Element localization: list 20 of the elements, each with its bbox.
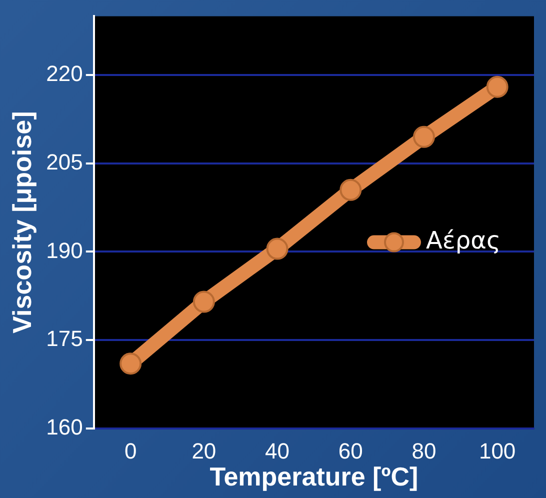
y-tick-label: 160: [46, 414, 83, 440]
point: [340, 178, 362, 201]
point: [192, 290, 215, 313]
point: [486, 76, 508, 98]
x-tick-label: 100: [478, 438, 516, 464]
y-tick-label: 220: [46, 61, 83, 86]
point: [412, 126, 435, 148]
x-tick-label: 0: [124, 438, 137, 464]
x-tick-label: 40: [265, 438, 290, 464]
y-tick-label: 175: [46, 326, 83, 352]
x-axis-title: Temperature [ºC]: [210, 462, 418, 492]
y-tick-label: 205: [46, 149, 83, 174]
x-tick-label: 20: [192, 438, 216, 464]
point: [266, 238, 288, 260]
legend-label: Αέρας: [426, 226, 501, 255]
x-tick-label: 80: [412, 438, 436, 464]
y-axis-title: Viscosity [μpoise]: [6, 111, 37, 334]
y-tick-label: 190: [46, 238, 83, 263]
x-tick-label: 60: [338, 438, 363, 464]
point: [120, 352, 142, 375]
